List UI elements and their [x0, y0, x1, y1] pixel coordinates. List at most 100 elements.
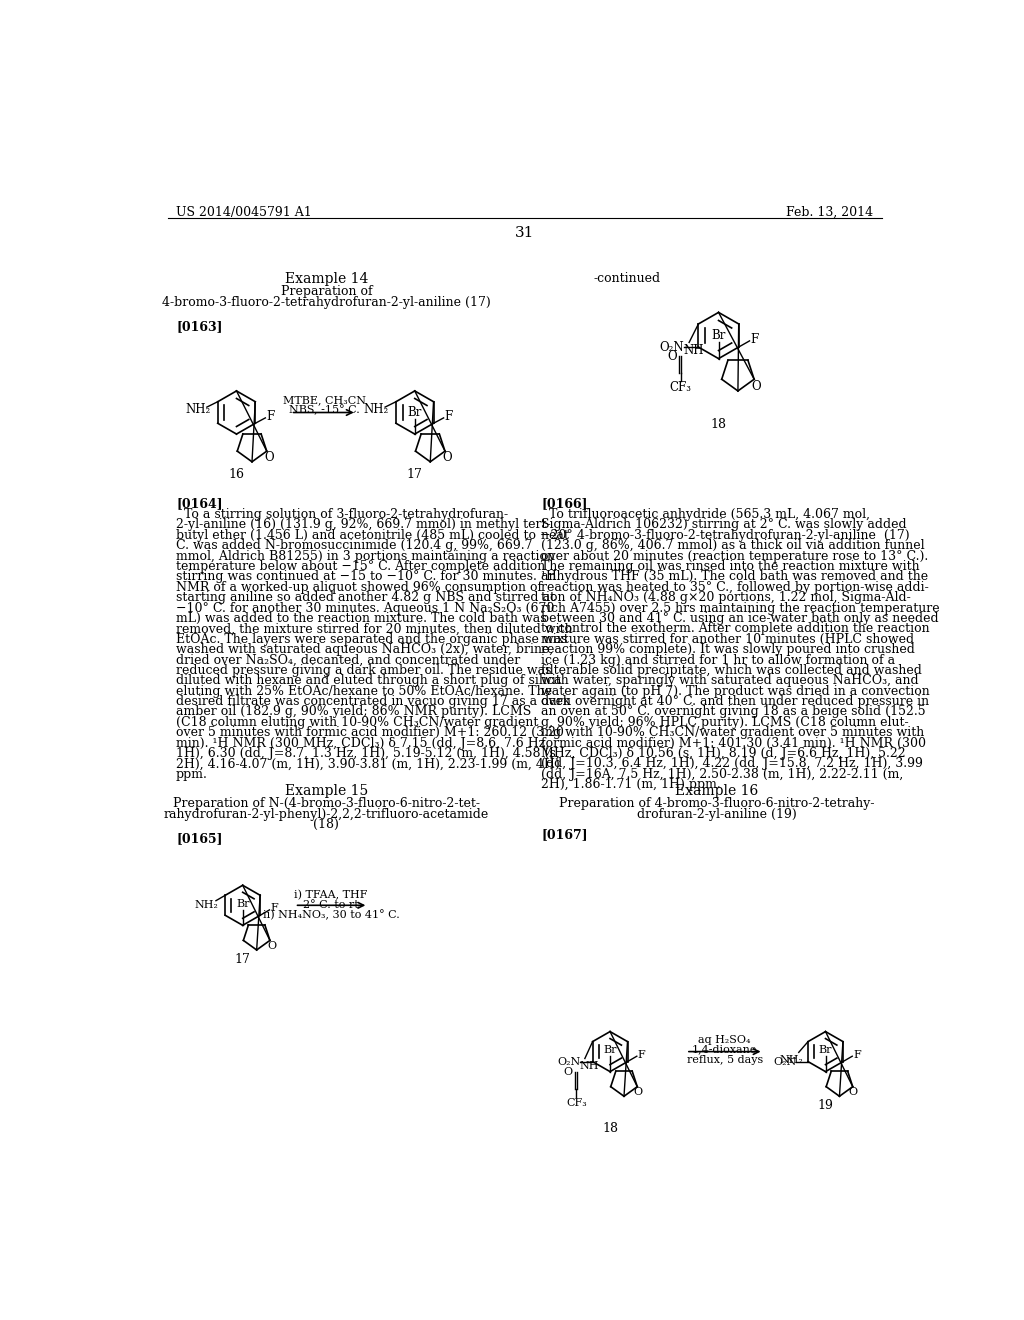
Text: NH₂: NH₂	[195, 899, 218, 909]
Text: NH₂: NH₂	[779, 1055, 803, 1065]
Text: Preparation of N-(4-bromo-3-fluoro-6-nitro-2-tet-: Preparation of N-(4-bromo-3-fluoro-6-nit…	[173, 797, 480, 810]
Text: Br: Br	[712, 329, 726, 342]
Text: diluted with hexane and eluted through a short plug of silica: diluted with hexane and eluted through a…	[176, 675, 561, 688]
Text: O₂N: O₂N	[558, 1056, 581, 1067]
Text: min). ¹H NMR (300 MHz, CDCl₃) δ 7.15 (dd, J=8.6, 7.6 Hz,: min). ¹H NMR (300 MHz, CDCl₃) δ 7.15 (dd…	[176, 737, 549, 750]
Text: O: O	[264, 450, 273, 463]
Text: US 2014/0045791 A1: US 2014/0045791 A1	[176, 206, 311, 219]
Text: 18: 18	[711, 417, 727, 430]
Text: filterable solid precipitate, which was collected and washed: filterable solid precipitate, which was …	[541, 664, 922, 677]
Text: over 5 minutes with formic acid modifier) M+1: 260.12 (3.20: over 5 minutes with formic acid modifier…	[176, 726, 564, 739]
Text: 1H), 6.30 (dd, J=8.7, 1.3 Hz, 1H), 5.19-5.12 (m, 1H), 4.58 (s,: 1H), 6.30 (dd, J=8.7, 1.3 Hz, 1H), 5.19-…	[176, 747, 560, 760]
Text: between 30 and 41° C. using an ice-water bath only as needed: between 30 and 41° C. using an ice-water…	[541, 612, 939, 624]
Text: 2H), 1.86-1.71 (m, 1H) ppm.: 2H), 1.86-1.71 (m, 1H) ppm.	[541, 779, 721, 791]
Text: reaction 99% complete). It was slowly poured into crushed: reaction 99% complete). It was slowly po…	[541, 643, 915, 656]
Text: (dd, J=16A, 7.5 Hz, 1H), 2.50-2.38 (m, 1H), 2.22-2.11 (m,: (dd, J=16A, 7.5 Hz, 1H), 2.50-2.38 (m, 1…	[541, 768, 903, 781]
Text: 2-yl-aniline (16) (131.9 g, 92%, 669.7 mmol) in methyl tert-: 2-yl-aniline (16) (131.9 g, 92%, 669.7 m…	[176, 519, 551, 532]
Text: O: O	[668, 350, 677, 363]
Text: [0165]: [0165]	[176, 832, 222, 845]
Text: oven overnight at 40° C. and then under reduced pressure in: oven overnight at 40° C. and then under …	[541, 696, 929, 708]
Text: CF₃: CF₃	[566, 1098, 587, 1109]
Text: tion of NH₄NO₃ (4.88 g×20 portions, 1.22 mol, Sigma-Ald-: tion of NH₄NO₃ (4.88 g×20 portions, 1.22…	[541, 591, 910, 605]
Text: butyl ether (1.456 L) and acetonitrile (485 mL) cooled to −20°: butyl ether (1.456 L) and acetonitrile (…	[176, 529, 572, 541]
Text: -continued: -continued	[593, 272, 660, 285]
Text: Br: Br	[819, 1045, 833, 1055]
Text: Br: Br	[408, 407, 422, 418]
Text: Preparation of 4-bromo-3-fluoro-6-nitro-2-tetrahy-: Preparation of 4-bromo-3-fluoro-6-nitro-…	[559, 797, 874, 810]
Text: CF₃: CF₃	[670, 380, 691, 393]
Text: aq H₂SO₄: aq H₂SO₄	[698, 1035, 751, 1044]
Text: O₂N: O₂N	[659, 341, 684, 354]
Text: F: F	[750, 333, 759, 346]
Text: F: F	[266, 409, 274, 422]
Text: (18): (18)	[313, 817, 339, 830]
Text: O: O	[442, 450, 453, 463]
Text: O: O	[752, 380, 761, 393]
Text: Example 15: Example 15	[285, 784, 368, 799]
Text: Feb. 13, 2014: Feb. 13, 2014	[786, 206, 873, 219]
Text: 19: 19	[817, 1100, 834, 1111]
Text: 2° C. to rt: 2° C. to rt	[303, 900, 359, 909]
Text: mixture was stirred for another 10 minutes (HPLC showed: mixture was stirred for another 10 minut…	[541, 632, 914, 645]
Text: stirring was continued at −15 to −10° C. for 30 minutes. ¹H: stirring was continued at −15 to −10° C.…	[176, 570, 557, 583]
Text: an oven at 50° C. overnight giving 18 as a beige solid (152.5: an oven at 50° C. overnight giving 18 as…	[541, 705, 926, 718]
Text: drofuran-2-yl-aniline (19): drofuran-2-yl-aniline (19)	[637, 808, 797, 821]
Text: over about 20 minutes (reaction temperature rose to 13° C.).: over about 20 minutes (reaction temperat…	[541, 549, 929, 562]
Text: NH₂: NH₂	[185, 403, 210, 416]
Text: mmol, Aldrich B81255) in 3 portions maintaining a reaction: mmol, Aldrich B81255) in 3 portions main…	[176, 549, 555, 562]
Text: desired filtrate was concentrated in vacuo giving 17 as a dark: desired filtrate was concentrated in vac…	[176, 696, 570, 708]
Text: anhydrous THF (35 mL). The cold bath was removed and the: anhydrous THF (35 mL). The cold bath was…	[541, 570, 928, 583]
Text: temperature below about −15° C. After complete addition: temperature below about −15° C. After co…	[176, 560, 546, 573]
Text: [0163]: [0163]	[176, 321, 222, 333]
Text: reduced pressure giving a dark amber oil. The residue was: reduced pressure giving a dark amber oil…	[176, 664, 552, 677]
Text: [0167]: [0167]	[541, 829, 588, 841]
Text: to control the exotherm. After complete addition the reaction: to control the exotherm. After complete …	[541, 622, 930, 635]
Text: mL) was added to the reaction mixture. The cold bath was: mL) was added to the reaction mixture. T…	[176, 612, 547, 624]
Text: Example 14: Example 14	[285, 272, 368, 286]
Text: NH: NH	[683, 343, 705, 356]
Text: ppm.: ppm.	[176, 768, 208, 781]
Text: F: F	[270, 903, 278, 913]
Text: O: O	[634, 1086, 642, 1097]
Text: (dd, J=10.3, 6.4 Hz, 1H), 4.22 (dd, J=15.8, 7.2 Hz, 1H), 3.99: (dd, J=10.3, 6.4 Hz, 1H), 4.22 (dd, J=15…	[541, 758, 923, 771]
Text: NH: NH	[580, 1061, 599, 1072]
Text: formic acid modifier) M+1: 401.30 (3.41 min). ¹H NMR (300: formic acid modifier) M+1: 401.30 (3.41 …	[541, 737, 926, 750]
Text: [0164]: [0164]	[176, 498, 222, 511]
Text: reaction was heated to 35° C., followed by portion-wise addi-: reaction was heated to 35° C., followed …	[541, 581, 929, 594]
Text: removed, the mixture stirred for 20 minutes, then diluted with: removed, the mixture stirred for 20 minu…	[176, 622, 572, 635]
Text: ice (1.23 kg) and stirred for 1 hr to allow formation of a: ice (1.23 kg) and stirred for 1 hr to al…	[541, 653, 895, 667]
Text: eluting with 25% EtOAc/hexane to 50% EtOAc/hexane. The: eluting with 25% EtOAc/hexane to 50% EtO…	[176, 685, 552, 698]
Text: ing with 10-90% CH₃CN/water gradient over 5 minutes with: ing with 10-90% CH₃CN/water gradient ove…	[541, 726, 925, 739]
Text: reflux, 5 days: reflux, 5 days	[687, 1055, 763, 1065]
Text: 17: 17	[407, 467, 423, 480]
Text: 2H), 4.16-4.07 (m, 1H), 3.90-3.81 (m, 1H), 2.23-1.99 (m, 4H): 2H), 4.16-4.07 (m, 1H), 3.90-3.81 (m, 1H…	[176, 758, 560, 771]
Text: O: O	[849, 1086, 858, 1097]
Text: 16: 16	[228, 467, 245, 480]
Text: dried over Na₂SO₄, decanted, and concentrated under: dried over Na₂SO₄, decanted, and concent…	[176, 653, 520, 667]
Text: 18: 18	[602, 1122, 618, 1135]
Text: (123.0 g, 86%, 406.7 mmol) as a thick oil via addition funnel: (123.0 g, 86%, 406.7 mmol) as a thick oi…	[541, 539, 925, 552]
Text: −10° C. for another 30 minutes. Aqueous 1 N Na₂S₂O₃ (670: −10° C. for another 30 minutes. Aqueous …	[176, 602, 554, 615]
Text: 4-bromo-3-fluoro-2-tetrahydrofuran-2-yl-aniline (17): 4-bromo-3-fluoro-2-tetrahydrofuran-2-yl-…	[162, 296, 490, 309]
Text: amber oil (182.9 g, 90% yield; 86% NMR purity). LCMS: amber oil (182.9 g, 90% yield; 86% NMR p…	[176, 705, 531, 718]
Text: water again (to pH 7). The product was dried in a convection: water again (to pH 7). The product was d…	[541, 685, 930, 698]
Text: 17: 17	[234, 953, 251, 966]
Text: rahydrofuran-2-yl-phenyl)-2,2,2-trifluoro-acetamide: rahydrofuran-2-yl-phenyl)-2,2,2-trifluor…	[164, 808, 489, 821]
Text: washed with saturated aqueous NaHCO₃ (2x), water, brine,: washed with saturated aqueous NaHCO₃ (2x…	[176, 643, 553, 656]
Text: 31: 31	[515, 226, 535, 240]
Text: g, 90% yield; 96% HPLC purity). LCMS (C18 column elut-: g, 90% yield; 96% HPLC purity). LCMS (C1…	[541, 715, 908, 729]
Text: Br: Br	[236, 899, 250, 908]
Text: starting aniline so added another 4.82 g NBS and stirred at: starting aniline so added another 4.82 g…	[176, 591, 555, 605]
Text: To a stirring solution of 3-fluoro-2-tetrahydrofuran-: To a stirring solution of 3-fluoro-2-tet…	[176, 508, 508, 521]
Text: i) TFAA, THF: i) TFAA, THF	[294, 890, 368, 900]
Text: MTBE, CH₃CN: MTBE, CH₃CN	[283, 395, 366, 405]
Text: O: O	[563, 1068, 572, 1077]
Text: Preparation of: Preparation of	[281, 285, 372, 298]
Text: rich A7455) over 2.5 hrs maintaining the reaction temperature: rich A7455) over 2.5 hrs maintaining the…	[541, 602, 940, 615]
Text: NBS, -15° C.: NBS, -15° C.	[289, 405, 359, 416]
Text: F: F	[853, 1049, 861, 1060]
Text: O₂N: O₂N	[773, 1056, 797, 1067]
Text: MHz, CDCl₃) δ 10.56 (s, 1H), 8.19 (d, J=6.6 Hz, 1H), 5.22: MHz, CDCl₃) δ 10.56 (s, 1H), 8.19 (d, J=…	[541, 747, 905, 760]
Text: Example 16: Example 16	[676, 784, 759, 799]
Text: O: O	[267, 941, 276, 952]
